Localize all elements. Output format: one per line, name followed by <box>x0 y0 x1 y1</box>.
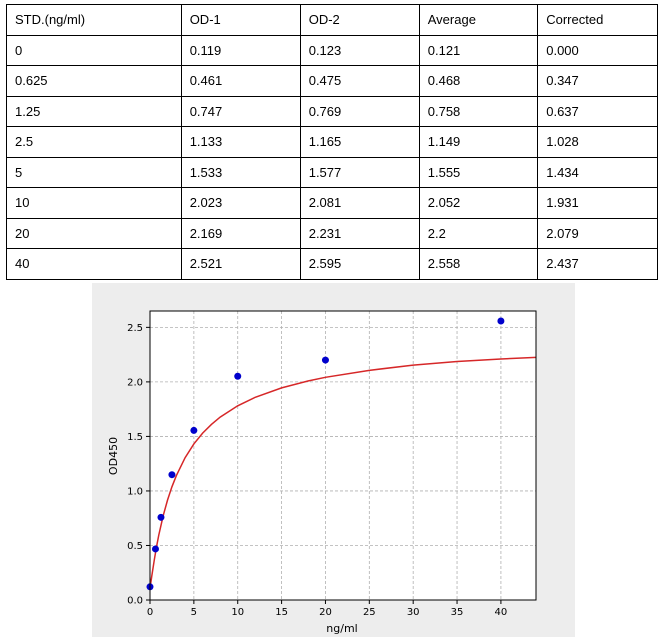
standards-table: STD.(ng/ml) OD-1 OD-2 Average Corrected … <box>6 4 658 280</box>
y-tick-label: 0.5 <box>127 541 143 552</box>
plot-area <box>150 311 536 600</box>
table-cell: 2.231 <box>299 217 420 249</box>
table-row: 2.5 1.133 1.165 1.149 1.028 <box>6 126 658 158</box>
table-row: 40 2.521 2.595 2.558 2.437 <box>6 248 658 280</box>
fit-curve-layer <box>149 356 537 589</box>
standard-curve-chart: 0 5 10 15 20 25 30 35 40 0.0 0.5 1.0 1.5 2.0 2.5 ng/ml… <box>107 310 537 635</box>
data-point <box>151 545 159 553</box>
x-tick-label: 40 <box>495 607 508 618</box>
table-row: 0.625 0.461 0.475 0.468 0.347 <box>6 65 658 97</box>
x-tick-label: 10 <box>231 607 244 618</box>
table-cell: 40 <box>6 248 182 280</box>
table-cell: 0.461 <box>180 65 301 97</box>
table-cell: 0.468 <box>418 65 539 97</box>
y-tick-label: 2.0 <box>127 377 143 388</box>
table-header-row: STD.(ng/ml) OD-1 OD-2 Average Corrected <box>6 4 658 36</box>
data-point <box>234 372 242 380</box>
header-average: Average <box>418 4 539 36</box>
table-cell: 2.079 <box>537 217 658 249</box>
data-point <box>168 471 176 479</box>
x-tick-label: 25 <box>363 607 376 618</box>
table-cell: 0.475 <box>299 65 420 97</box>
table-cell: 1.028 <box>537 126 658 158</box>
table-row: 1.25 0.747 0.769 0.758 0.637 <box>6 95 658 127</box>
x-tick-label: 35 <box>451 607 464 618</box>
table-cell: 2.169 <box>180 217 301 249</box>
table-cell: 1.931 <box>537 187 658 219</box>
table-cell: 0.123 <box>299 34 420 66</box>
header-corrected: Corrected <box>537 4 658 36</box>
table-cell: 1.533 <box>180 156 301 188</box>
table-cell: 0.625 <box>6 65 182 97</box>
table-cell: 2.2 <box>418 217 539 249</box>
data-points <box>146 317 505 591</box>
header-od1: OD-1 <box>180 4 301 36</box>
table-row: 0 0.119 0.123 0.121 0.000 <box>6 34 658 66</box>
table-cell: 2.023 <box>180 187 301 219</box>
table-cell: 2.081 <box>299 187 420 219</box>
header-std: STD.(ng/ml) <box>6 4 182 36</box>
table-cell: 2.595 <box>299 248 420 280</box>
table-cell: 1.434 <box>537 156 658 188</box>
table-cell: 1.133 <box>180 126 301 158</box>
y-tick-label: 2.5 <box>127 323 143 334</box>
table-cell: 0.119 <box>180 34 301 66</box>
fit-curve <box>149 356 537 589</box>
data-point <box>321 356 329 364</box>
table-cell: 1.577 <box>299 156 420 188</box>
x-tick-label: 15 <box>275 607 288 618</box>
table-cell: 0.121 <box>418 34 539 66</box>
table-cell: 10 <box>6 187 182 219</box>
table-row: 20 2.169 2.231 2.2 2.079 <box>6 217 658 249</box>
data-point <box>190 426 198 434</box>
table-row: 5 1.533 1.577 1.555 1.434 <box>6 156 658 188</box>
y-tick-label: 1.0 <box>127 486 143 497</box>
y-axis-label: OD450 <box>107 437 120 475</box>
table-cell: 2.5 <box>6 126 182 158</box>
table-row: 10 2.023 2.081 2.052 1.931 <box>6 187 658 219</box>
table-cell: 1.165 <box>299 126 420 158</box>
axes: 0 5 10 15 20 25 30 35 40 0.0 0.5 1.0 1.5 2.0 2.5 <box>127 323 507 618</box>
x-tick-label: 30 <box>407 607 420 618</box>
x-tick-label: 20 <box>319 607 332 618</box>
table-cell: 0.000 <box>537 34 658 66</box>
table-cell: 1.25 <box>6 95 182 127</box>
table-cell: 0.758 <box>418 95 539 127</box>
x-tick-label: 0 <box>147 607 153 618</box>
data-point <box>497 317 505 325</box>
table-cell: 0.747 <box>180 95 301 127</box>
y-tick-label: 0.0 <box>127 596 143 607</box>
table-cell: 1.149 <box>418 126 539 158</box>
standard-curve-panel: 0 5 10 15 20 25 30 35 40 0.0 0.5 1.0 1.5 2.0 2.5 ng/ml… <box>92 283 575 637</box>
y-tick-label: 1.5 <box>127 432 143 443</box>
plot-frame <box>149 310 537 601</box>
data-point <box>157 513 165 521</box>
table-cell: 2.558 <box>418 248 539 280</box>
table-cell: 2.437 <box>537 248 658 280</box>
x-tick-label: 5 <box>191 607 197 618</box>
table-cell: 20 <box>6 217 182 249</box>
table-cell: 5 <box>6 156 182 188</box>
table-cell: 1.555 <box>418 156 539 188</box>
table-cell: 0.637 <box>537 95 658 127</box>
table-cell: 0.347 <box>537 65 658 97</box>
x-axis-label: ng/ml <box>326 622 357 635</box>
table-cell: 0.769 <box>299 95 420 127</box>
table-cell: 2.521 <box>180 248 301 280</box>
table-cell: 2.052 <box>418 187 539 219</box>
header-od2: OD-2 <box>299 4 420 36</box>
table-cell: 0 <box>6 34 182 66</box>
